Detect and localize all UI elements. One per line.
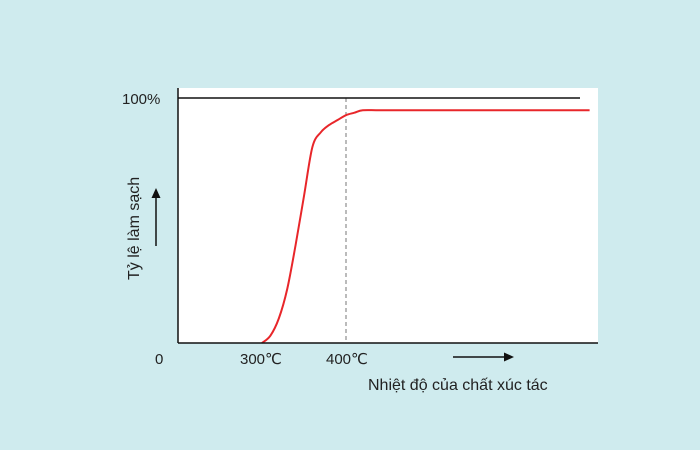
x-axis-arrow-icon <box>453 352 514 362</box>
y-tick-0: 0 <box>155 351 163 368</box>
y-tick-100: 100% <box>122 91 160 108</box>
y-axis-arrow-icon <box>151 188 161 246</box>
x-axis-title: Nhiệt độ của chất xúc tác <box>368 377 548 394</box>
x-tick-400: 400℃ <box>326 351 368 368</box>
series-line-0 <box>261 109 590 344</box>
y-axis-title: Tỷ lệ làm sạch <box>126 177 143 280</box>
x-tick-300: 300℃ <box>240 351 282 368</box>
plot-area <box>178 88 598 343</box>
